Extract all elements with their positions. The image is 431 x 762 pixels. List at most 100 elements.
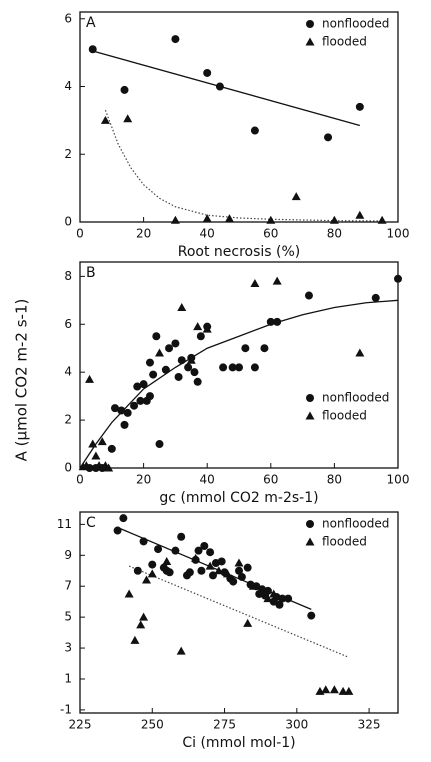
x-tick-label: 325 — [358, 718, 381, 732]
circle-point — [250, 363, 259, 372]
circle-point — [139, 380, 148, 389]
triangle-point — [329, 215, 339, 224]
x-axis-label: Root necrosis (%) — [178, 244, 301, 260]
circle-point — [130, 401, 139, 410]
legend-label: flooded — [322, 35, 367, 49]
triangle-point — [85, 374, 95, 383]
x-tick-label: 20 — [136, 473, 151, 487]
circle-point — [145, 358, 154, 367]
triangle-point — [222, 569, 232, 578]
x-tick-label: 60 — [263, 227, 278, 241]
triangle-point — [263, 594, 273, 603]
fit-line — [104, 110, 383, 222]
circle-point — [110, 404, 119, 413]
circle-point — [206, 548, 215, 557]
circle-point — [120, 85, 129, 94]
triangle-point — [104, 463, 114, 472]
legend-marker — [306, 520, 314, 528]
triangle-point — [377, 215, 387, 224]
y-tick-label: 2 — [64, 413, 72, 427]
legend-label: flooded — [322, 409, 367, 423]
y-tick-label: 3 — [64, 641, 72, 655]
legend-marker — [305, 37, 315, 46]
circle-point — [194, 546, 203, 555]
circle-point — [139, 537, 148, 546]
triangle-point — [257, 587, 267, 596]
circle-point — [324, 133, 333, 142]
circle-point — [161, 365, 170, 374]
circle-point — [371, 293, 380, 302]
triangle-point — [136, 620, 146, 629]
fit-line — [92, 50, 361, 127]
x-tick-label: 225 — [69, 718, 92, 732]
circle-point — [200, 542, 209, 551]
y-axis-label: A (μmol CO2 m-2 s-1) — [13, 299, 31, 462]
y-tick-label: 8 — [64, 269, 72, 283]
triangle-point — [266, 215, 276, 224]
triangle-point — [170, 215, 180, 224]
x-axis-label: gc (mmol CO2 m-2s-1) — [159, 490, 318, 506]
circle-point — [196, 332, 205, 341]
x-tick-label: 80 — [327, 227, 342, 241]
legend-label: nonflooded — [322, 517, 389, 531]
triangle-point — [123, 114, 133, 123]
circle-point — [185, 568, 194, 577]
legend-marker — [306, 394, 314, 402]
triangle-point — [97, 437, 107, 446]
panel-label: C — [86, 515, 96, 531]
circle-point — [145, 392, 154, 401]
circle-point — [217, 557, 226, 566]
circle-point — [237, 572, 246, 581]
triangle-point — [205, 561, 215, 570]
circle-point — [117, 406, 126, 415]
triangle-point — [214, 566, 224, 575]
circle-point — [241, 344, 250, 353]
circle-point — [165, 344, 174, 353]
y-tick-label: 4 — [64, 79, 72, 93]
circle-point — [133, 566, 142, 575]
circle-point — [235, 363, 243, 372]
circle-point — [149, 370, 158, 379]
circle-point — [260, 344, 269, 353]
circle-point — [171, 35, 180, 44]
y-tick-label: 9 — [64, 548, 72, 562]
triangle-point — [243, 618, 253, 627]
legend-label: nonflooded — [322, 17, 389, 31]
x-tick-label: 80 — [327, 473, 342, 487]
circle-point — [148, 560, 157, 569]
circle-point — [250, 126, 259, 135]
x-tick-label: 250 — [141, 718, 164, 732]
circle-point — [203, 68, 212, 77]
triangle-point — [248, 581, 258, 590]
triangle-point — [329, 685, 339, 694]
circle-point — [355, 102, 364, 111]
plot-frame — [79, 511, 399, 714]
legend-label: flooded — [322, 535, 367, 549]
triangle-point — [234, 558, 244, 567]
circle-point — [266, 317, 275, 326]
triangle-point — [202, 324, 212, 333]
triangle-point — [130, 635, 140, 644]
triangle-point — [186, 355, 196, 364]
triangle-point — [147, 569, 157, 578]
triangle-point — [177, 303, 187, 312]
triangle-point — [124, 589, 134, 598]
legend-marker — [306, 20, 314, 28]
triangle-point — [141, 575, 151, 584]
triangle-point — [224, 214, 234, 223]
x-tick-label: 0 — [76, 473, 84, 487]
triangle-point — [355, 348, 365, 357]
x-tick-label: 300 — [285, 718, 308, 732]
y-tick-label: -1 — [60, 702, 72, 716]
x-tick-label: 0 — [76, 227, 84, 241]
circle-point — [165, 568, 174, 577]
circle-point — [275, 600, 284, 609]
plot-frame — [79, 11, 399, 223]
triangle-point — [321, 685, 331, 694]
legend-label: nonflooded — [322, 391, 389, 405]
circle-point — [190, 368, 199, 377]
circle-point — [197, 566, 206, 575]
triangle-point — [193, 322, 203, 331]
circle-point — [113, 526, 122, 535]
triangle-point — [91, 451, 101, 460]
